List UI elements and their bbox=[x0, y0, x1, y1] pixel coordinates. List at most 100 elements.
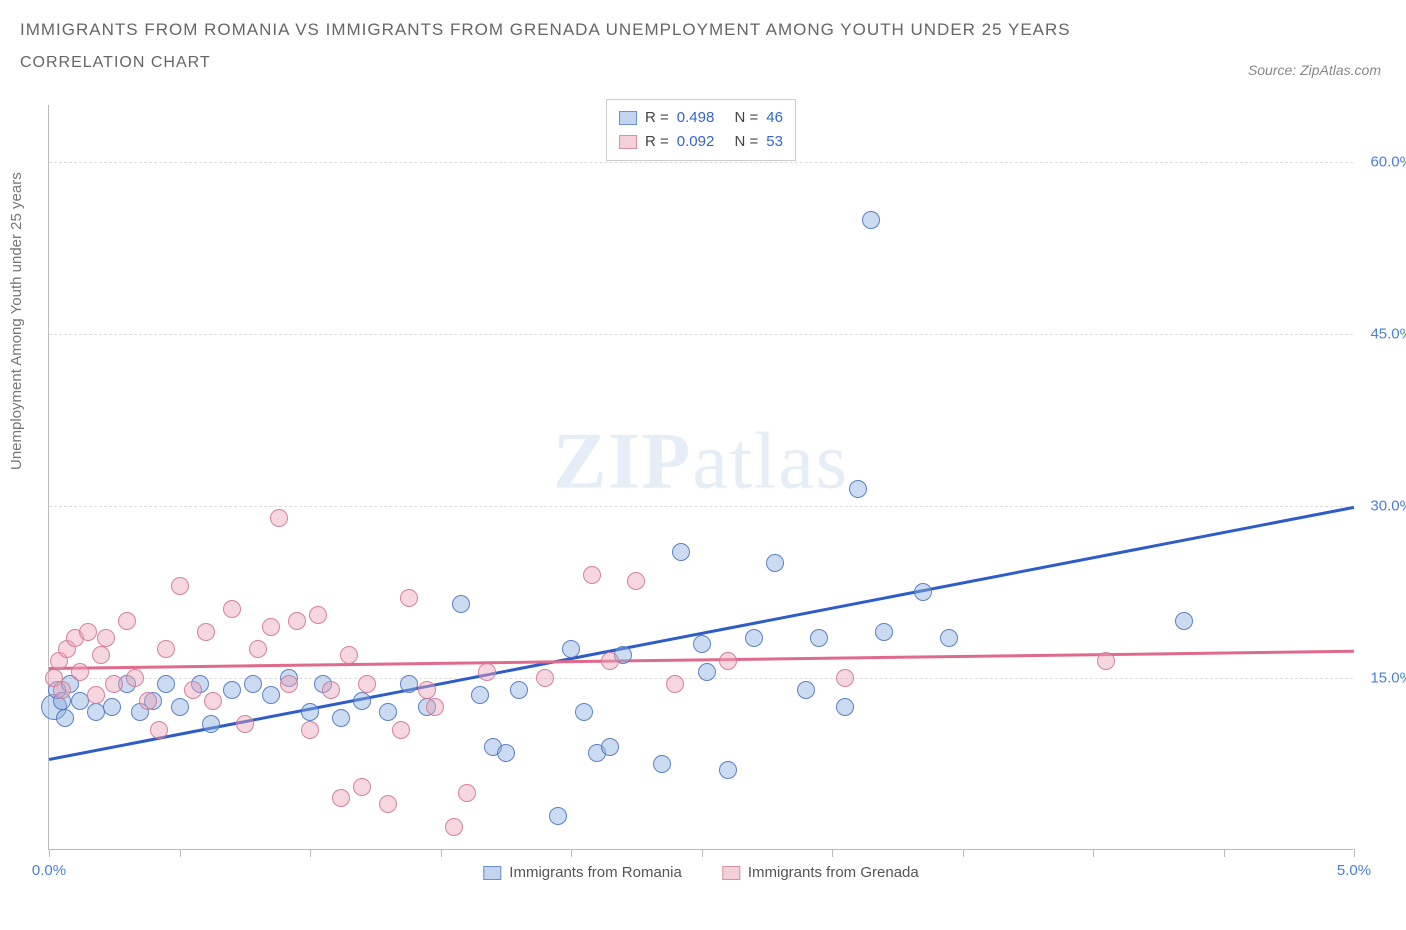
data-point-romania bbox=[400, 675, 418, 693]
data-point-romania bbox=[452, 595, 470, 613]
data-point-grenada bbox=[478, 663, 496, 681]
data-point-grenada bbox=[301, 721, 319, 739]
data-point-romania bbox=[171, 698, 189, 716]
data-point-grenada bbox=[280, 675, 298, 693]
y-tick-label: 45.0% bbox=[1370, 326, 1406, 343]
n-value-grenada: 53 bbox=[766, 130, 783, 154]
data-point-romania bbox=[1175, 612, 1193, 630]
data-point-romania bbox=[672, 543, 690, 561]
data-point-grenada bbox=[536, 669, 554, 687]
data-point-grenada bbox=[332, 789, 350, 807]
data-point-romania bbox=[745, 629, 763, 647]
data-point-grenada bbox=[340, 646, 358, 664]
legend-item-romania: Immigrants from Romania bbox=[483, 864, 682, 881]
y-axis-label: Unemployment Among Youth under 25 years bbox=[8, 172, 25, 470]
data-point-grenada bbox=[204, 692, 222, 710]
gridline bbox=[49, 506, 1353, 507]
x-tick bbox=[1224, 849, 1225, 857]
data-point-romania bbox=[244, 675, 262, 693]
data-point-grenada bbox=[322, 681, 340, 699]
data-point-grenada bbox=[97, 629, 115, 647]
y-tick-label: 30.0% bbox=[1370, 498, 1406, 515]
data-point-grenada bbox=[150, 721, 168, 739]
data-point-romania bbox=[353, 692, 371, 710]
data-point-grenada bbox=[309, 606, 327, 624]
x-tick-label: 0.0% bbox=[32, 862, 66, 879]
chart-source: Source: ZipAtlas.com bbox=[1248, 62, 1381, 78]
data-point-grenada bbox=[379, 795, 397, 813]
data-point-grenada bbox=[1097, 652, 1115, 670]
data-point-romania bbox=[56, 709, 74, 727]
data-point-grenada bbox=[353, 778, 371, 796]
legend-row-romania: R = 0.498 N = 46 bbox=[619, 106, 783, 130]
data-point-romania bbox=[797, 681, 815, 699]
swatch-pink-icon bbox=[619, 135, 637, 149]
data-point-romania bbox=[549, 807, 567, 825]
data-point-grenada bbox=[79, 623, 97, 641]
data-point-romania bbox=[497, 744, 515, 762]
data-point-grenada bbox=[157, 640, 175, 658]
data-point-grenada bbox=[236, 715, 254, 733]
data-point-romania bbox=[914, 583, 932, 601]
chart-title-line1: IMMIGRANTS FROM ROMANIA VS IMMIGRANTS FR… bbox=[20, 20, 1386, 40]
data-point-romania bbox=[719, 761, 737, 779]
data-point-romania bbox=[379, 703, 397, 721]
data-point-grenada bbox=[583, 566, 601, 584]
data-point-grenada bbox=[171, 577, 189, 595]
legend-item-grenada: Immigrants from Grenada bbox=[722, 864, 919, 881]
data-point-grenada bbox=[197, 623, 215, 641]
r-value-romania: 0.498 bbox=[677, 106, 715, 130]
y-tick-label: 15.0% bbox=[1370, 670, 1406, 687]
gridline bbox=[49, 334, 1353, 335]
data-point-romania bbox=[810, 629, 828, 647]
data-point-grenada bbox=[87, 686, 105, 704]
gridline bbox=[49, 162, 1353, 163]
data-point-grenada bbox=[627, 572, 645, 590]
x-tick bbox=[180, 849, 181, 857]
y-tick-label: 60.0% bbox=[1370, 154, 1406, 171]
correlation-legend: R = 0.498 N = 46 R = 0.092 N = 53 bbox=[606, 99, 796, 161]
data-point-romania bbox=[862, 211, 880, 229]
data-point-romania bbox=[510, 681, 528, 699]
data-point-romania bbox=[575, 703, 593, 721]
data-point-grenada bbox=[445, 818, 463, 836]
data-point-romania bbox=[940, 629, 958, 647]
data-point-grenada bbox=[400, 589, 418, 607]
x-tick bbox=[310, 849, 311, 857]
data-point-romania bbox=[471, 686, 489, 704]
data-point-romania bbox=[601, 738, 619, 756]
swatch-blue-icon bbox=[483, 866, 501, 880]
data-point-romania bbox=[849, 480, 867, 498]
data-point-romania bbox=[332, 709, 350, 727]
x-tick bbox=[571, 849, 572, 857]
data-point-romania bbox=[202, 715, 220, 733]
data-point-grenada bbox=[719, 652, 737, 670]
x-tick bbox=[832, 849, 833, 857]
swatch-blue-icon bbox=[619, 111, 637, 125]
data-point-romania bbox=[301, 703, 319, 721]
data-point-grenada bbox=[184, 681, 202, 699]
x-tick bbox=[1093, 849, 1094, 857]
x-tick bbox=[702, 849, 703, 857]
data-point-romania bbox=[223, 681, 241, 699]
data-point-grenada bbox=[836, 669, 854, 687]
scatter-plot-area: ZIPatlas R = 0.498 N = 46 R = 0.092 N = … bbox=[48, 105, 1353, 850]
data-point-grenada bbox=[105, 675, 123, 693]
data-point-grenada bbox=[139, 692, 157, 710]
data-point-romania bbox=[157, 675, 175, 693]
data-point-grenada bbox=[418, 681, 436, 699]
data-point-grenada bbox=[92, 646, 110, 664]
data-point-romania bbox=[103, 698, 121, 716]
data-point-grenada bbox=[223, 600, 241, 618]
data-point-romania bbox=[562, 640, 580, 658]
data-point-grenada bbox=[262, 618, 280, 636]
swatch-pink-icon bbox=[722, 866, 740, 880]
n-value-romania: 46 bbox=[766, 106, 783, 130]
series-legend: Immigrants from Romania Immigrants from … bbox=[483, 864, 918, 881]
data-point-grenada bbox=[358, 675, 376, 693]
x-tick bbox=[49, 849, 50, 857]
data-point-grenada bbox=[126, 669, 144, 687]
chart-header: IMMIGRANTS FROM ROMANIA VS IMMIGRANTS FR… bbox=[0, 0, 1406, 78]
data-point-romania bbox=[875, 623, 893, 641]
data-point-romania bbox=[698, 663, 716, 681]
